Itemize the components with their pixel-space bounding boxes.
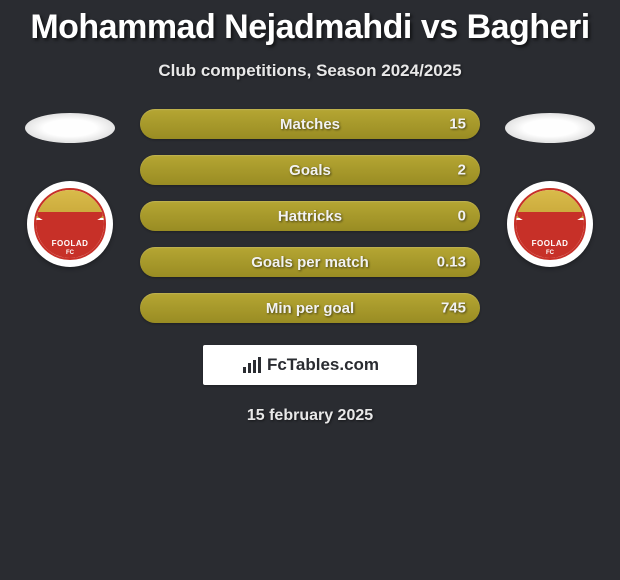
- subtitle: Club competitions, Season 2024/2025: [0, 61, 620, 81]
- stat-label: Goals: [289, 162, 331, 179]
- club-logo-right: FOOLAD FC: [507, 181, 593, 267]
- page-title: Mohammad Nejadmahdi vs Bagheri: [0, 8, 620, 47]
- player-photo-placeholder-right: [505, 113, 595, 143]
- stat-value: 15: [449, 116, 466, 133]
- stat-value: 0.13: [437, 254, 466, 271]
- club-name-right: FOOLAD: [516, 239, 584, 248]
- stat-value: 0: [458, 208, 466, 225]
- bar-chart-icon: [241, 357, 261, 373]
- brand-badge: FcTables.com: [203, 345, 417, 385]
- right-side: FOOLAD FC: [500, 109, 600, 267]
- club-name-left: FOOLAD: [36, 239, 104, 248]
- club-badge-icon: FOOLAD FC: [34, 188, 106, 260]
- stat-label: Hattricks: [278, 208, 342, 225]
- stats-bars: Matches 15 Goals 2 Hattricks 0 Goals per match…: [140, 109, 480, 323]
- stat-value: 2: [458, 162, 466, 179]
- brand-text: FcTables.com: [267, 355, 379, 375]
- stat-value: 745: [441, 300, 466, 317]
- player-photo-placeholder-left: [25, 113, 115, 143]
- stat-label: Goals per match: [251, 254, 369, 271]
- club-badge-icon: FOOLAD FC: [514, 188, 586, 260]
- stat-label: Min per goal: [266, 300, 354, 317]
- stat-bar: Hattricks 0: [140, 201, 480, 231]
- root: Mohammad Nejadmahdi vs Bagheri Club comp…: [0, 0, 620, 425]
- stat-label: Matches: [280, 116, 340, 133]
- stat-bar: Matches 15: [140, 109, 480, 139]
- stat-bar: Min per goal 745: [140, 293, 480, 323]
- left-side: FOOLAD FC: [20, 109, 120, 267]
- date-text: 15 february 2025: [0, 407, 620, 425]
- club-logo-left: FOOLAD FC: [27, 181, 113, 267]
- stat-bar: Goals 2: [140, 155, 480, 185]
- comparison-row: FOOLAD FC Matches 15 Goals 2 Hattricks 0 Goals…: [0, 109, 620, 323]
- club-sub-right: FC: [516, 250, 584, 256]
- stat-bar: Goals per match 0.13: [140, 247, 480, 277]
- club-sub-left: FC: [36, 250, 104, 256]
